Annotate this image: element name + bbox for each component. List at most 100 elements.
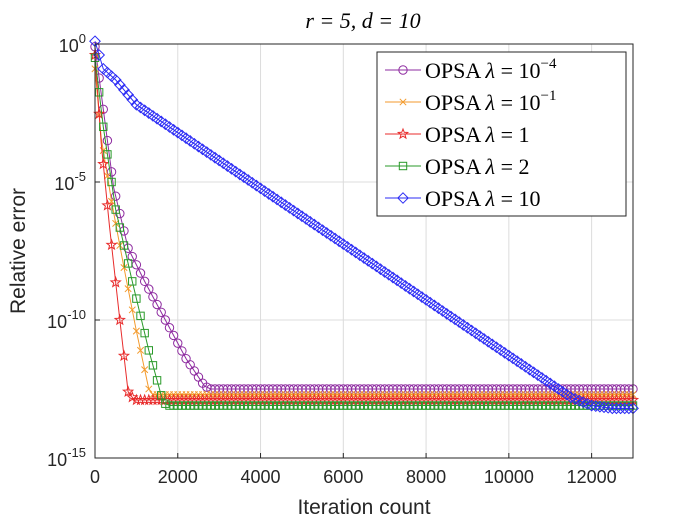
y-tick-label: 100 — [59, 31, 86, 56]
series-2-marker — [132, 327, 140, 335]
series-4-marker — [119, 241, 129, 250]
plot-border — [94, 43, 634, 459]
series-2-marker — [128, 306, 136, 314]
series-2-marker — [136, 346, 145, 354]
legend: OPSA λ = 10−4 OPSA λ = 10−1 OPSA λ = 1 OPSA… — [376, 51, 627, 217]
y-axis-label: Relative error — [7, 188, 30, 314]
series-4-marker — [107, 177, 116, 187]
series-5-marker — [113, 78, 126, 91]
legend-swatch-marker — [399, 98, 407, 106]
series-1-marker — [156, 307, 166, 317]
series-5-marker — [614, 402, 627, 415]
x-tick-label: 6000 — [323, 467, 363, 487]
series-2-marker — [145, 385, 153, 393]
series-4-marker — [115, 223, 125, 232]
series-1-marker — [102, 135, 113, 146]
series-1-marker — [160, 315, 171, 325]
series-5-marker — [622, 402, 635, 415]
x-tick-label: 2000 — [158, 467, 198, 487]
series-1-marker — [148, 292, 158, 302]
x-tick-label: 12000 — [567, 467, 617, 487]
series-5-marker — [577, 396, 590, 409]
series-5-marker — [581, 397, 594, 410]
series-1-marker — [177, 346, 187, 356]
series-5-marker — [126, 93, 139, 106]
legend-item: OPSA λ = 10−1 — [385, 88, 556, 115]
series-4-marker — [111, 205, 120, 214]
series-1-marker — [110, 191, 121, 201]
series-5-marker — [585, 399, 598, 412]
series-5-marker — [93, 49, 106, 61]
series-5-markers — [89, 35, 639, 415]
series-4-marker — [140, 328, 149, 338]
y-tick-label: 10-10 — [47, 307, 86, 332]
series-1-marker — [152, 299, 162, 310]
series-4-marker — [103, 150, 112, 159]
series-5 — [89, 35, 639, 415]
y-tick-label: 10-15 — [47, 445, 86, 470]
legend-swatch-marker — [398, 161, 408, 171]
series-5-marker — [589, 400, 602, 413]
legend-swatch-marker — [397, 192, 409, 204]
series-4-markers — [90, 53, 638, 410]
series-4-marker — [132, 294, 141, 303]
x-tick-label: 4000 — [241, 467, 281, 487]
series-5-marker — [618, 402, 631, 415]
series-3-marker — [97, 157, 110, 170]
series-5-marker — [118, 83, 130, 96]
series-5-marker — [565, 391, 577, 404]
series-5-marker — [610, 402, 623, 415]
series-5-marker — [109, 73, 122, 86]
series-3-marker — [93, 107, 106, 120]
series-1-marker — [135, 268, 146, 278]
series-5-marker — [569, 393, 581, 405]
series-1-marker — [106, 167, 117, 177]
legend-swatch-marker — [396, 127, 410, 140]
x-tick-label: 10000 — [484, 467, 534, 487]
series-1-marker — [173, 338, 183, 348]
series-5-marker — [598, 401, 610, 414]
series-3-marker — [113, 313, 126, 326]
series-5-marker — [602, 401, 615, 414]
series-3-marker — [101, 199, 114, 211]
series-3-marker — [105, 238, 118, 251]
legend-item: OPSA λ = 2 — [385, 154, 530, 179]
series-5-line — [94, 41, 633, 409]
series-2-marker — [141, 366, 149, 374]
chart-title: r = 5, d = 10 — [305, 8, 420, 33]
series-4-marker — [152, 376, 162, 385]
series-1-marker — [144, 284, 154, 294]
series-4-marker — [99, 122, 108, 131]
series-4-marker — [136, 311, 145, 321]
x-tick-label: 0 — [90, 467, 100, 487]
legend-label: OPSA λ = 10 — [425, 186, 541, 211]
series-1-marker — [139, 276, 150, 287]
series-5-marker — [593, 400, 606, 413]
legend-item: OPSA λ = 1 — [385, 122, 530, 147]
legend-label: OPSA λ = 10−1 — [425, 88, 556, 115]
series-5-marker — [606, 402, 619, 415]
legend-label: OPSA λ = 1 — [425, 122, 530, 147]
legend-item: OPSA λ = 10−4 — [385, 56, 557, 83]
legend-swatch-marker — [398, 65, 408, 75]
series-5-marker — [573, 394, 586, 407]
axis-ticks: 0 2000 4000 6000 8000 10000 12000 100 10-5 10-10 1… — [47, 31, 616, 487]
series-4-marker — [128, 277, 137, 286]
series-1-marker — [164, 323, 175, 333]
y-tick-label: 10-5 — [54, 169, 86, 194]
series-4-line — [94, 57, 633, 407]
series-1-marker — [168, 330, 179, 341]
series-3-marker — [117, 349, 131, 362]
series-4 — [90, 53, 638, 410]
legend-item: OPSA λ = 10 — [385, 186, 541, 211]
series-4-marker — [157, 391, 166, 400]
series-4-marker — [148, 361, 158, 370]
series-1-markers — [90, 42, 638, 394]
legend-label: OPSA λ = 2 — [425, 154, 530, 179]
series-5-marker — [122, 88, 135, 101]
series-group — [88, 35, 640, 415]
series-4-marker — [144, 346, 154, 355]
x-tick-label: 8000 — [406, 467, 446, 487]
series-3-marker — [121, 385, 135, 397]
